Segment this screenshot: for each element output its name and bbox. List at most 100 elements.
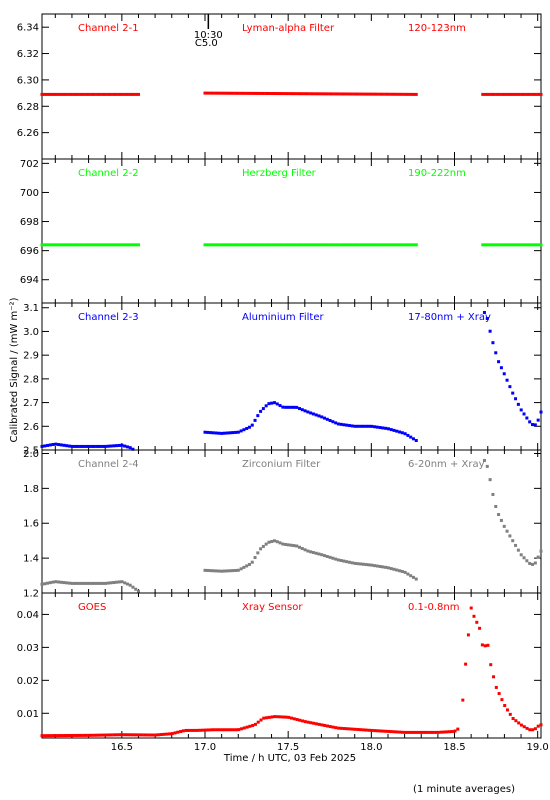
data-point (328, 419, 332, 423)
data-point (364, 563, 368, 567)
y-tick-label: 694 (20, 275, 39, 286)
data-point (480, 643, 484, 647)
data-point (339, 422, 343, 426)
data-point (497, 360, 501, 364)
data-point (517, 92, 521, 96)
data-point (323, 92, 327, 96)
data-point (492, 92, 496, 96)
data-point (350, 424, 354, 428)
data-point (414, 730, 418, 734)
data-point (81, 243, 85, 247)
data-point (43, 243, 47, 247)
data-point (531, 92, 535, 96)
data-point (536, 418, 540, 422)
data-point (353, 424, 357, 428)
data-point (531, 728, 535, 732)
data-point (345, 92, 349, 96)
data-point (303, 92, 307, 96)
data-point (109, 733, 113, 737)
data-point (106, 92, 110, 96)
data-point (95, 444, 99, 448)
series-points (40, 606, 543, 738)
data-point (73, 243, 77, 247)
data-point (231, 431, 235, 435)
data-point (203, 430, 207, 434)
data-point (278, 92, 282, 96)
data-point (287, 715, 291, 719)
data-point (539, 723, 543, 727)
data-point (125, 243, 129, 247)
data-point (242, 726, 246, 730)
data-point (145, 733, 149, 737)
data-point (359, 728, 363, 732)
data-point (511, 391, 515, 395)
data-point (511, 92, 515, 96)
data-point (414, 92, 418, 96)
data-point (247, 243, 251, 247)
data-point (503, 704, 507, 708)
data-point (497, 513, 501, 517)
data-point (528, 420, 532, 424)
data-point (364, 728, 368, 732)
data-point (101, 243, 105, 247)
data-point (331, 725, 335, 729)
data-point (143, 733, 147, 737)
data-point (198, 728, 202, 732)
data-point (331, 556, 335, 560)
data-point (286, 243, 290, 247)
data-point (403, 92, 407, 96)
data-point (491, 341, 495, 345)
data-point (90, 444, 94, 448)
y-tick-label: 1.8 (23, 484, 39, 495)
data-point (134, 92, 138, 96)
data-point (475, 620, 479, 624)
data-point (314, 92, 318, 96)
data-point (278, 404, 282, 408)
data-point (201, 728, 205, 732)
data-point (381, 729, 385, 733)
data-point (265, 716, 269, 720)
data-point (334, 92, 338, 96)
plot-frame (41, 158, 542, 304)
data-point (337, 726, 341, 730)
data-point (398, 243, 402, 247)
data-point (328, 555, 332, 559)
data-point (40, 734, 44, 738)
data-point (73, 444, 77, 448)
data-point (259, 91, 263, 95)
data-point (59, 443, 63, 447)
data-point (40, 444, 44, 448)
data-point (95, 92, 99, 96)
x-tick-label: 18.0 (360, 742, 382, 753)
data-point (68, 243, 72, 247)
data-point (264, 542, 268, 546)
data-point (406, 243, 410, 247)
data-point (231, 91, 235, 95)
data-point (211, 431, 215, 435)
panel-label: 17-80nm + Xray (408, 312, 491, 323)
data-point (140, 733, 144, 737)
data-point (284, 405, 288, 409)
data-point (76, 733, 80, 737)
data-point (81, 444, 85, 448)
data-point (264, 243, 268, 247)
data-point (494, 351, 498, 355)
data-point (46, 443, 50, 447)
data-point (342, 559, 346, 563)
data-point (253, 722, 257, 726)
data-point (225, 243, 229, 247)
data-point (40, 582, 44, 586)
data-point (87, 243, 91, 247)
data-point (325, 417, 329, 421)
data-point (375, 425, 379, 429)
data-point (109, 581, 113, 585)
data-point (234, 243, 238, 247)
data-point (384, 243, 388, 247)
data-point (311, 243, 315, 247)
x-tick-label: 18.5 (443, 742, 465, 753)
data-point (411, 243, 415, 247)
data-point (489, 92, 493, 96)
data-point (495, 92, 499, 96)
data-point (448, 730, 452, 734)
data-point (92, 243, 96, 247)
